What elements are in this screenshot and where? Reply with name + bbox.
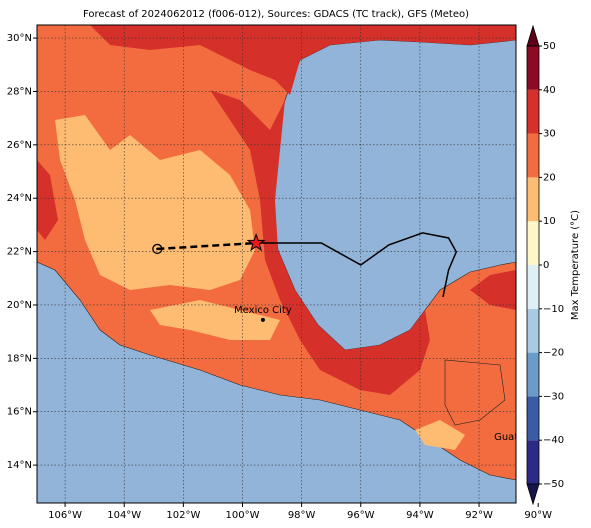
track-layer [152, 232, 458, 298]
city-marker [520, 445, 524, 449]
colorbar-tick-label: −10 [543, 304, 564, 315]
forecast-track [256, 232, 458, 298]
city-label: Guatemala [494, 432, 549, 443]
colorbar-over [526, 24, 540, 47]
y-tick-label: 24°N [7, 193, 32, 204]
y-tick-label: 28°N [7, 86, 32, 97]
y-tick-label: 18°N [7, 353, 32, 364]
city-marker [560, 470, 564, 474]
colorbar-segment [527, 396, 539, 441]
x-tick-label: 100°W [226, 510, 260, 521]
x-tick-label: 96°W [347, 510, 375, 521]
colorbar-tick-label: 0 [543, 260, 549, 271]
track-start-dot [156, 247, 159, 251]
colorbar-segment [527, 221, 539, 265]
x-tick-label: 104°W [107, 510, 141, 521]
hot-region [37, 160, 58, 240]
map-frame [36, 24, 517, 504]
colorbar-tick-label: 10 [543, 216, 556, 227]
hot-region [90, 25, 516, 95]
colorbar-tick-label: 40 [543, 85, 556, 96]
y-tick-label: 22°N [7, 247, 32, 258]
grid [37, 25, 516, 503]
colorbar-tick-label: −30 [543, 391, 564, 402]
y-tick-label: 30°N [7, 33, 32, 44]
city-marker [260, 317, 265, 322]
x-tick-label: 92°W [465, 510, 493, 521]
colorbar-tick-label: 50 [543, 41, 556, 52]
colorbar-segment [527, 440, 539, 484]
mild-region [415, 420, 465, 450]
x-tick-label: 90°W [524, 510, 552, 521]
x-tick-label: 106°W [48, 510, 82, 521]
colorbar-label: Max Temperature (°C) [570, 210, 581, 320]
colorbar-tick-label: 30 [543, 129, 556, 140]
y-tick-label: 16°N [7, 407, 32, 418]
past-track [157, 241, 257, 251]
y-tick-label: 26°N [7, 140, 32, 151]
colorbar: 50 40 30 20 10 0 −10 −20 −30 −40 −50 [526, 24, 564, 506]
axes: 106°W 104°W 102°W 100°W 98°W 96°W 94°W 92°W 90°W… [7, 33, 552, 521]
colorbar-segment [527, 265, 539, 309]
colorbar-segment [527, 46, 539, 90]
colorbar-tick-label: −40 [543, 435, 564, 446]
current-position [246, 233, 266, 252]
colorbar-segment [527, 308, 539, 353]
mild-region [150, 300, 280, 340]
colorbar-tick-label: −20 [543, 348, 564, 359]
colorbar-tick-label: −50 [543, 479, 564, 490]
x-tick-label: 94°W [406, 510, 434, 521]
hot-region [470, 270, 516, 310]
x-tick-label: 98°W [288, 510, 316, 521]
colorbar-tick-label: 20 [543, 172, 556, 183]
colorbar-segment [527, 177, 539, 222]
border [37, 25, 506, 426]
y-tick-label: 20°N [7, 300, 32, 311]
colorbar-segment [527, 133, 539, 178]
y-tick-label: 14°N [7, 460, 32, 471]
colorbar-segment [527, 352, 539, 397]
track-start [152, 243, 163, 255]
x-tick-label: 102°W [166, 510, 200, 521]
city-label: Mexico City [234, 305, 292, 316]
hot-region [210, 90, 430, 395]
colorbar-segment [527, 89, 539, 134]
colorbar-under [526, 483, 540, 506]
map-title: Forecast of 2024062012 (f006-012), Sourc… [83, 9, 469, 20]
